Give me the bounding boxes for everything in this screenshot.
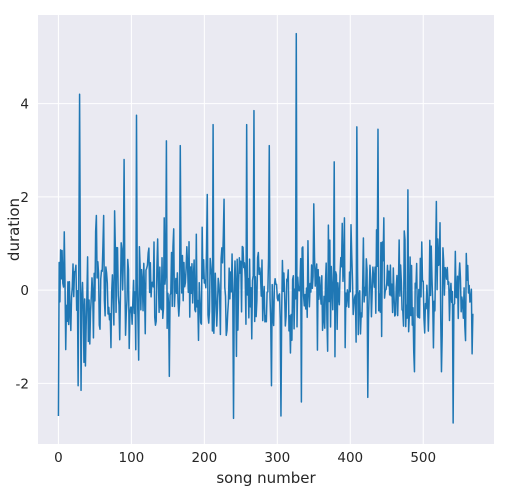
y-axis-label: duration [5, 198, 23, 261]
y-tick-label: -2 [16, 376, 29, 392]
series-line [57, 32, 474, 424]
x-tick-label: 300 [264, 450, 290, 466]
x-tick-labels: 0 100 200 300 400 500 [54, 450, 436, 466]
x-tick-label: 100 [118, 450, 144, 466]
x-tick-label: 0 [54, 450, 63, 466]
y-tick-labels: -2 0 2 4 [16, 97, 29, 393]
x-tick-label: 400 [337, 450, 363, 466]
x-tick-label: 500 [410, 450, 436, 466]
x-tick-label: 200 [191, 450, 217, 466]
plot-background [38, 15, 494, 444]
y-tick-label: 4 [20, 97, 29, 113]
x-axis-label: song number [216, 469, 316, 487]
y-tick-label: 2 [20, 190, 29, 206]
y-tick-label: 0 [20, 283, 29, 299]
